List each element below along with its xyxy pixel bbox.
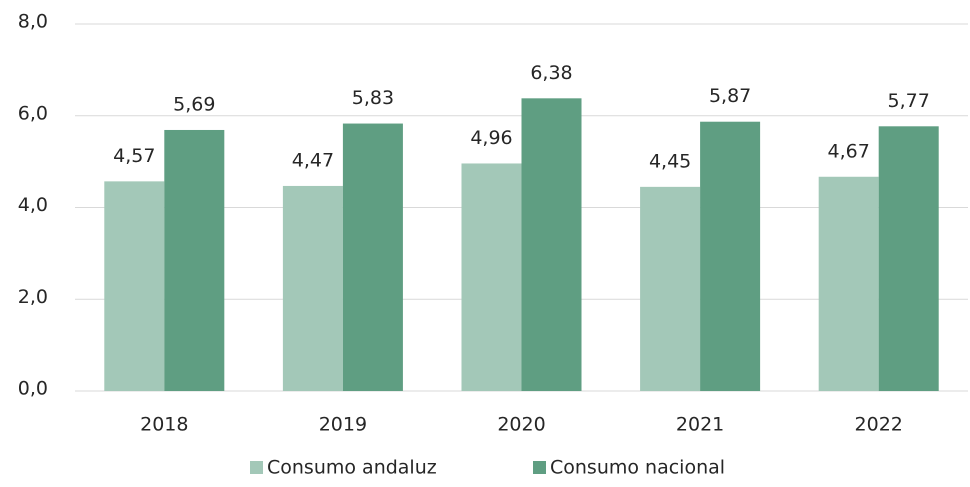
y-tick-label: 0,0 [18,378,48,400]
legend-label: Consumo nacional [550,457,725,479]
bar [818,176,879,391]
value-label: 5,83 [352,87,394,109]
bar [282,185,343,391]
x-tick-label: 2018 [140,414,188,436]
legend-label: Consumo andaluz [267,457,437,479]
value-label: 4,47 [292,149,334,171]
bar [700,121,761,392]
value-label: 5,69 [173,93,215,115]
bar [640,186,701,391]
value-label: 4,67 [828,140,870,162]
y-tick-label: 4,0 [18,194,48,216]
x-tick-label: 2020 [497,414,545,436]
value-label: 6,38 [530,62,572,84]
bar [878,126,939,392]
bar [521,98,582,391]
value-label: 4,96 [470,127,512,149]
value-label: 4,57 [113,145,155,167]
bar [164,129,225,391]
value-label: 5,77 [888,90,930,112]
value-label: 4,45 [649,150,691,172]
bar [461,163,522,391]
x-tick-label: 2021 [676,414,724,436]
y-tick-label: 8,0 [18,11,48,33]
legend-swatch [533,461,546,474]
value-label: 5,87 [709,85,751,107]
bar [342,123,403,391]
bar [104,181,165,391]
legend-swatch [250,461,263,474]
y-tick-label: 2,0 [18,286,48,308]
x-tick-label: 2019 [319,414,367,436]
y-tick-label: 6,0 [18,102,48,124]
x-tick-label: 2022 [855,414,903,436]
